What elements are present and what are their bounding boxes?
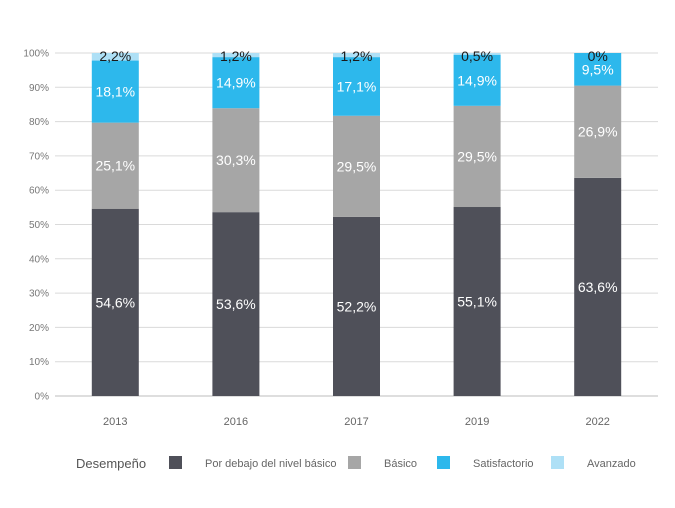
bar-segment [212, 108, 260, 213]
legend-label: Básico [384, 458, 417, 470]
x-tick-label: 2016 [224, 416, 248, 428]
bar-segment [453, 53, 501, 55]
bar-segment [91, 60, 139, 123]
legend-title: Desempeño [76, 456, 146, 471]
y-axis-ticks: 0% 10% 20% 30% 40% 50% 60% 70% 80% 90% 100% [23, 49, 49, 403]
bar-segment [453, 207, 501, 396]
y-tick-label: 0% [35, 392, 50, 403]
y-tick-label: 50% [29, 220, 49, 231]
y-tick-label: 70% [29, 151, 49, 162]
bar-segment [574, 177, 622, 396]
data-label: 17,1% [337, 78, 377, 94]
data-label: 63,6% [578, 279, 618, 295]
data-label: 0% [588, 48, 608, 64]
bar-segment [333, 53, 380, 58]
data-label: 54,6% [95, 294, 135, 310]
bar-segment [333, 57, 380, 116]
data-label: 14,9% [457, 72, 497, 88]
bar-segment [91, 53, 139, 61]
legend: Desempeño Por debajo del nivel básico Bási… [76, 456, 636, 471]
legend-swatch [169, 456, 182, 469]
bar-segment [453, 105, 501, 208]
data-label: 29,5% [457, 148, 497, 164]
bar-segment [212, 212, 260, 396]
x-tick-label: 2017 [344, 416, 368, 428]
y-tick-label: 10% [29, 357, 49, 368]
bar-segment [574, 85, 622, 178]
y-tick-label: 20% [29, 323, 49, 334]
legend-label: Por debajo del nivel básico [205, 458, 336, 470]
bar-segment [91, 208, 139, 396]
bar-segment [333, 115, 380, 217]
data-label: 29,5% [337, 158, 377, 174]
data-label: 18,1% [95, 84, 135, 100]
bar-segment [453, 54, 501, 106]
y-tick-label: 100% [23, 49, 49, 60]
y-tick-label: 60% [29, 186, 49, 197]
bar-segment [574, 53, 622, 86]
data-label: 2,2% [99, 48, 131, 64]
data-label: 9,5% [582, 61, 614, 77]
data-label: 1,2% [341, 48, 373, 64]
bar-segment [333, 216, 380, 396]
data-label: 53,6% [216, 296, 256, 312]
bars [91, 53, 622, 396]
x-tick-label: 2013 [103, 416, 127, 428]
data-label: 55,1% [457, 294, 497, 310]
legend-swatch [551, 456, 564, 469]
data-label: 26,9% [578, 124, 618, 140]
data-label: 14,9% [216, 75, 256, 91]
x-axis-ticks: 2013 2016 2017 2019 2022 [103, 416, 610, 428]
legend-swatch [348, 456, 361, 469]
data-labels: 54,6% 25,1% 18,1% 2,2% 53,6% 30,3% 14,9% 1,2% 52… [95, 48, 617, 314]
data-label: 30,3% [216, 152, 256, 168]
y-tick-label: 90% [29, 83, 49, 94]
x-tick-label: 2022 [585, 416, 609, 428]
data-label: 0,5% [461, 48, 493, 64]
bar-segment [212, 57, 260, 109]
y-tick-label: 30% [29, 289, 49, 300]
y-tick-label: 40% [29, 254, 49, 265]
bar-segment [212, 53, 260, 58]
data-label: 25,1% [95, 158, 135, 174]
legend-label: Satisfactorio [473, 458, 534, 470]
y-tick-label: 80% [29, 117, 49, 128]
x-tick-label: 2019 [465, 416, 489, 428]
data-label: 52,2% [337, 298, 377, 314]
bar-segment [91, 122, 139, 209]
legend-label: Avanzado [587, 458, 636, 470]
legend-swatch [437, 456, 450, 469]
data-label: 1,2% [220, 48, 252, 64]
